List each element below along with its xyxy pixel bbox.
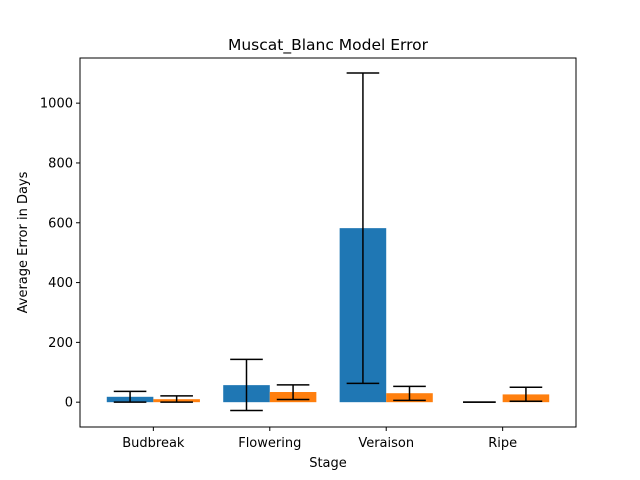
y-tick-label-400: 400 (48, 276, 73, 291)
x-axis: Budbreak Flowering Veraison Ripe (122, 427, 517, 451)
x-tick-label-veraison: Veraison (358, 436, 414, 451)
y-axis: 0 200 400 600 800 1000 (40, 97, 80, 411)
x-tick-label-flowering: Flowering (238, 436, 301, 451)
y-tick-label-1000: 1000 (40, 97, 73, 112)
chart-title: Muscat_Blanc Model Error (228, 36, 429, 55)
plot-frame (79, 57, 577, 428)
y-tick-label-800: 800 (48, 156, 73, 171)
x-tick-label-budbreak: Budbreak (122, 436, 185, 451)
y-tick-label-200: 200 (48, 336, 73, 351)
errorbars-layer (113, 72, 543, 412)
y-tick-label-600: 600 (48, 216, 73, 231)
y-tick-label-0: 0 (65, 396, 73, 411)
x-tick-label-ripe: Ripe (488, 436, 517, 451)
y-axis-label: Average Error in Days (16, 171, 31, 313)
x-axis-label: Stage (309, 456, 347, 471)
